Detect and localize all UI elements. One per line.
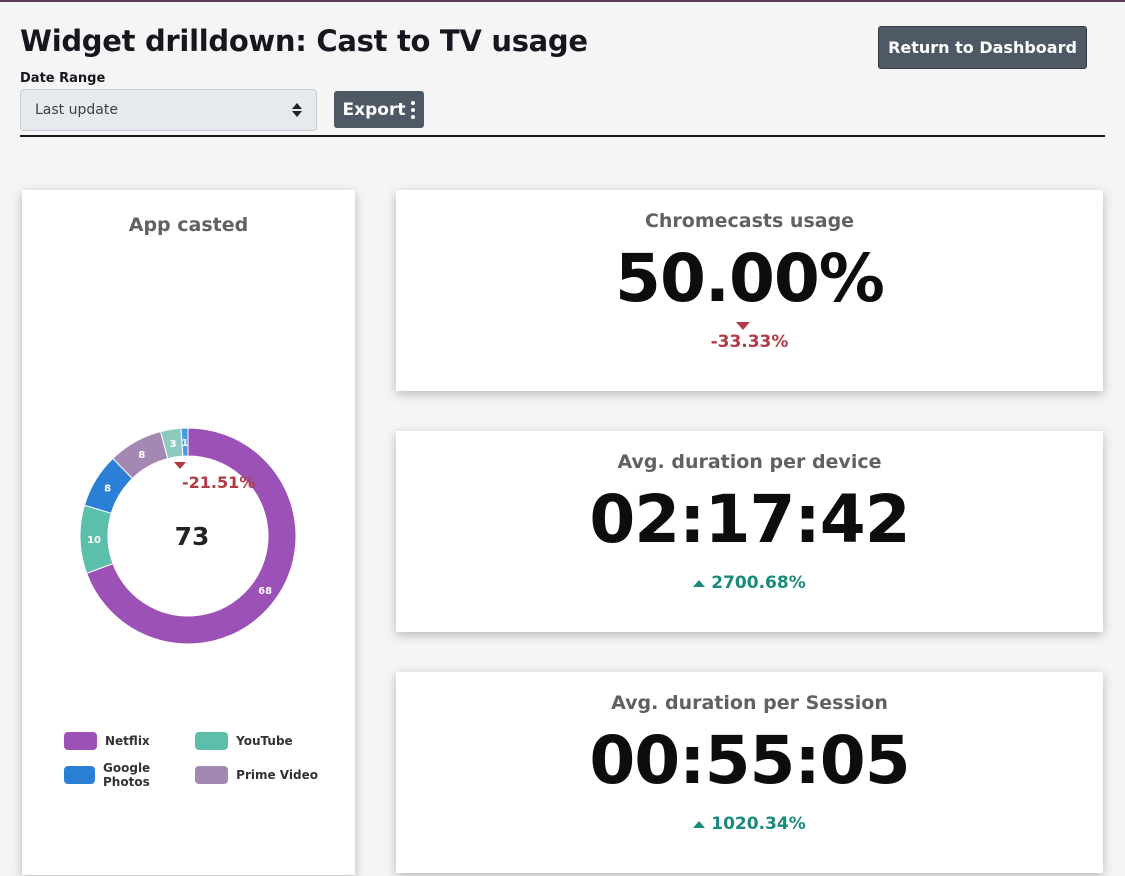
legend-row: Netflix YouTube <box>64 732 344 750</box>
legend-item-youtube[interactable]: YouTube <box>195 732 344 750</box>
kpi-change: 1020.34% <box>396 814 1103 834</box>
select-arrows-icon <box>292 103 302 117</box>
donut-slice-label: 8 <box>104 483 111 494</box>
donut-slice-label: 68 <box>258 586 272 597</box>
legend-item-google-photos[interactable]: Google Photos <box>64 761 195 789</box>
legend-swatch <box>64 732 97 750</box>
donut-slice-other-b[interactable] <box>180 427 189 457</box>
kpi-value: 50.00% <box>615 240 885 317</box>
trend-up-icon <box>693 820 706 828</box>
kpi-title: Chromecasts usage <box>644 210 855 232</box>
legend-label: Prime Video <box>236 768 318 782</box>
page-title: Widget drilldown: Cast to TV usage <box>20 24 588 58</box>
kpi-change: -33.33% <box>396 322 1103 352</box>
legend-item-prime-video[interactable]: Prime Video <box>195 761 344 789</box>
legend-swatch <box>195 766 229 784</box>
donut-center-value: 73 <box>175 522 210 551</box>
app-casted-donut-chart: 68 10 8 8 3 1 73 -21.51% <box>79 427 297 645</box>
kebab-menu-icon <box>411 100 416 119</box>
date-range-label: Date Range <box>20 71 106 86</box>
kpi-change: 2700.68% <box>396 573 1103 593</box>
donut-slice-label: 3 <box>170 439 177 450</box>
legend-row: Google Photos Prime Video <box>64 761 344 789</box>
donut-slice-label: 1 <box>182 438 189 449</box>
kpi-change-value: 1020.34% <box>711 814 806 834</box>
kpi-card-avg-duration-session: Avg. duration per Session 00:55:05 1020.… <box>396 672 1103 873</box>
kpi-value: 00:55:05 <box>589 722 910 799</box>
legend-label: YouTube <box>236 734 293 748</box>
legend-swatch <box>64 766 96 784</box>
donut-slice-label: 8 <box>138 450 145 461</box>
kpi-card-avg-duration-device: Avg. duration per device 02:17:42 2700.6… <box>396 431 1103 632</box>
legend-swatch <box>195 732 229 750</box>
legend-item-netflix[interactable]: Netflix <box>64 732 195 750</box>
kpi-title: Avg. duration per device <box>617 451 882 473</box>
legend-label: Google Photos <box>103 761 151 789</box>
app-casted-change: -21.51% <box>182 473 255 492</box>
donut-slice-label: 10 <box>87 535 101 546</box>
kpi-change-value: 2700.68% <box>711 573 806 593</box>
header-divider <box>20 135 1105 137</box>
donut-slice-netflix[interactable] <box>86 427 297 645</box>
trend-up-icon <box>693 579 706 587</box>
kpi-value: 02:17:42 <box>589 481 910 558</box>
kpi-title: Avg. duration per Session <box>611 692 888 714</box>
date-range-select[interactable]: Last update <box>20 89 317 131</box>
export-label: Export <box>342 99 406 120</box>
app-casted-card: App casted 68 10 8 8 3 1 73 -21.51% Netflix YouT… <box>22 190 355 875</box>
kpi-card-chromecasts-usage: Chromecasts usage 50.00% -33.33% <box>396 190 1103 391</box>
trend-down-icon <box>735 322 750 330</box>
chart-legend: Netflix YouTube Google Photos Prime Video <box>64 732 344 800</box>
legend-label: Netflix <box>105 734 150 748</box>
kpi-change-value: -33.33% <box>710 332 789 352</box>
app-casted-title: App casted <box>128 214 249 236</box>
return-to-dashboard-button[interactable]: Return to Dashboard <box>878 26 1087 69</box>
export-button[interactable]: Export <box>334 91 424 128</box>
trend-down-icon <box>174 462 186 469</box>
date-range-value: Last update <box>35 102 118 118</box>
